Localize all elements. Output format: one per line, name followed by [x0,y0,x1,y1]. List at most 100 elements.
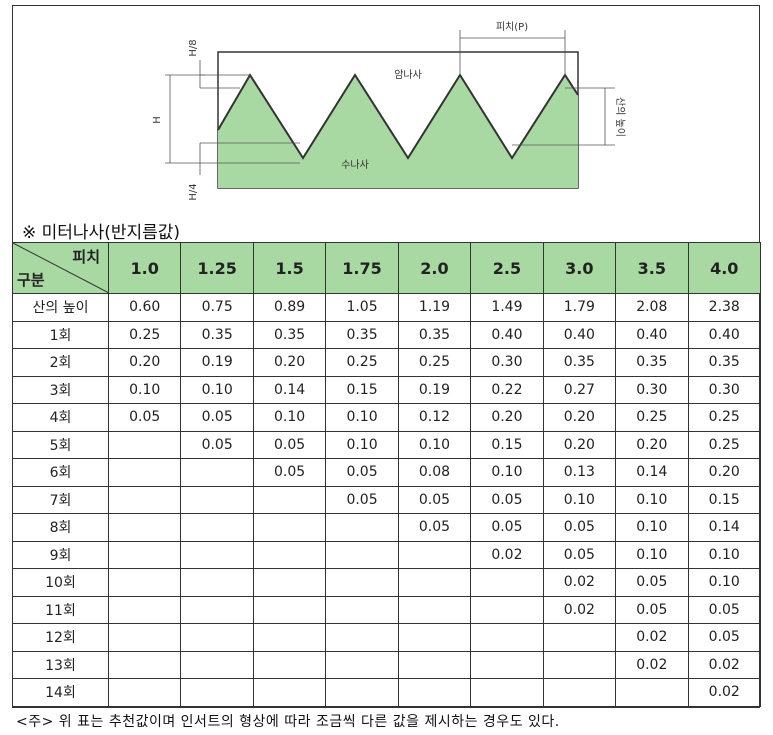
cell: 0.27 [542,375,617,404]
cell [107,595,182,624]
cell: 0.10 [107,375,182,404]
cell: 0.20 [615,430,689,459]
cell [180,458,254,487]
pitch-label: 피치(P) [496,21,528,33]
column-header: 1.25 [180,242,254,294]
table: 피치 구분 1.0 1.25 1.5 1.75 2.0 2.5 3.0 3.5 4.0 산의 높… [12,242,761,707]
cell [180,513,254,542]
cell: 0.75 [180,293,254,322]
cell: 0.05 [252,458,327,487]
cell: 0.35 [252,320,327,349]
cell: 0.05 [615,568,689,597]
cell [180,678,254,707]
cell: 0.25 [107,320,182,349]
cell [107,650,182,679]
cell [325,678,399,707]
dimension-lines [165,30,615,175]
thread-diagram: 피치(P) H/8 H H/4 암나사 수나사 산의 높이 [152,21,626,201]
cell [325,650,399,679]
row-label: 13회 [12,650,109,679]
cell: 0.10 [542,485,617,514]
cell: 0.08 [397,458,472,487]
cell: 0.05 [325,458,399,487]
cell: 0.35 [615,348,689,377]
cell: 0.15 [470,430,544,459]
row-label: 12회 [12,623,109,652]
cell: 0.10 [687,568,761,597]
row-label: 1회 [12,320,109,349]
cell: 0.40 [470,320,544,349]
cell [107,513,182,542]
cell: 0.25 [397,348,472,377]
row-label: 산의 높이 [12,293,109,322]
h-label: H [152,116,163,124]
table-row: 7회 0.05 0.05 0.05 0.10 0.10 0.15 [12,485,761,514]
cell: 0.02 [687,650,761,679]
cell [180,485,254,514]
cell: 0.05 [470,485,544,514]
row-label: 14회 [12,678,109,707]
cell: 0.05 [687,595,761,624]
cell: 2.08 [615,293,689,322]
footnote: <주> 위 표는 추천값이며 인서트의 형상에 따라 조금씩 다른 값을 제시하… [16,714,560,730]
cell [397,678,472,707]
cell: 0.05 [180,430,254,459]
cell: 0.12 [397,403,472,432]
cell: 0.20 [107,348,182,377]
cell: 0.02 [470,540,544,569]
cell [180,650,254,679]
height-label: 산의 높이 [614,97,626,137]
table-row: 8회 0.05 0.05 0.05 0.10 0.14 [12,513,761,542]
row-label: 11회 [12,595,109,624]
section-title: ※ 미터나사(반지름값) [22,223,181,243]
cell: 0.19 [180,348,254,377]
corner-cell: 피치 구분 [12,242,109,294]
cell [325,540,399,569]
row-label: 8회 [12,513,109,542]
row-label: 7회 [12,485,109,514]
cell [252,650,327,679]
cell [470,623,544,652]
thread-profile [217,73,579,160]
cell: 0.30 [470,348,544,377]
cell: 0.20 [542,430,617,459]
corner-top: 피치 [72,248,100,266]
cell [615,678,689,707]
cell: 0.10 [325,403,399,432]
row-label: 6회 [12,458,109,487]
cell [542,650,617,679]
cell [397,568,472,597]
cell: 0.30 [687,375,761,404]
cell [107,458,182,487]
cell: 0.35 [397,320,472,349]
cell: 0.10 [687,540,761,569]
cell [107,430,182,459]
cell [542,678,617,707]
column-header: 1.0 [107,242,182,294]
column-header: 3.5 [615,242,689,294]
cell: 0.35 [180,320,254,349]
column-header: 4.0 [687,242,761,294]
cell: 1.19 [397,293,472,322]
cell: 0.02 [542,595,617,624]
table-row: 12회 0.02 0.05 [12,623,761,652]
cell [397,623,472,652]
cell: 0.10 [470,458,544,487]
cell [397,650,472,679]
cell [397,540,472,569]
column-header: 2.5 [470,242,544,294]
cell [470,678,544,707]
cell: 0.14 [687,513,761,542]
row-label: 4회 [12,403,109,432]
table-row: 14회 0.02 [12,678,761,707]
cell: 0.05 [470,513,544,542]
cell: 0.10 [615,540,689,569]
cell [325,623,399,652]
cell [107,623,182,652]
cell: 1.79 [542,293,617,322]
cell: 0.14 [252,375,327,404]
cell: 0.25 [687,403,761,432]
cell: 0.20 [542,403,617,432]
row-label: 9회 [12,540,109,569]
